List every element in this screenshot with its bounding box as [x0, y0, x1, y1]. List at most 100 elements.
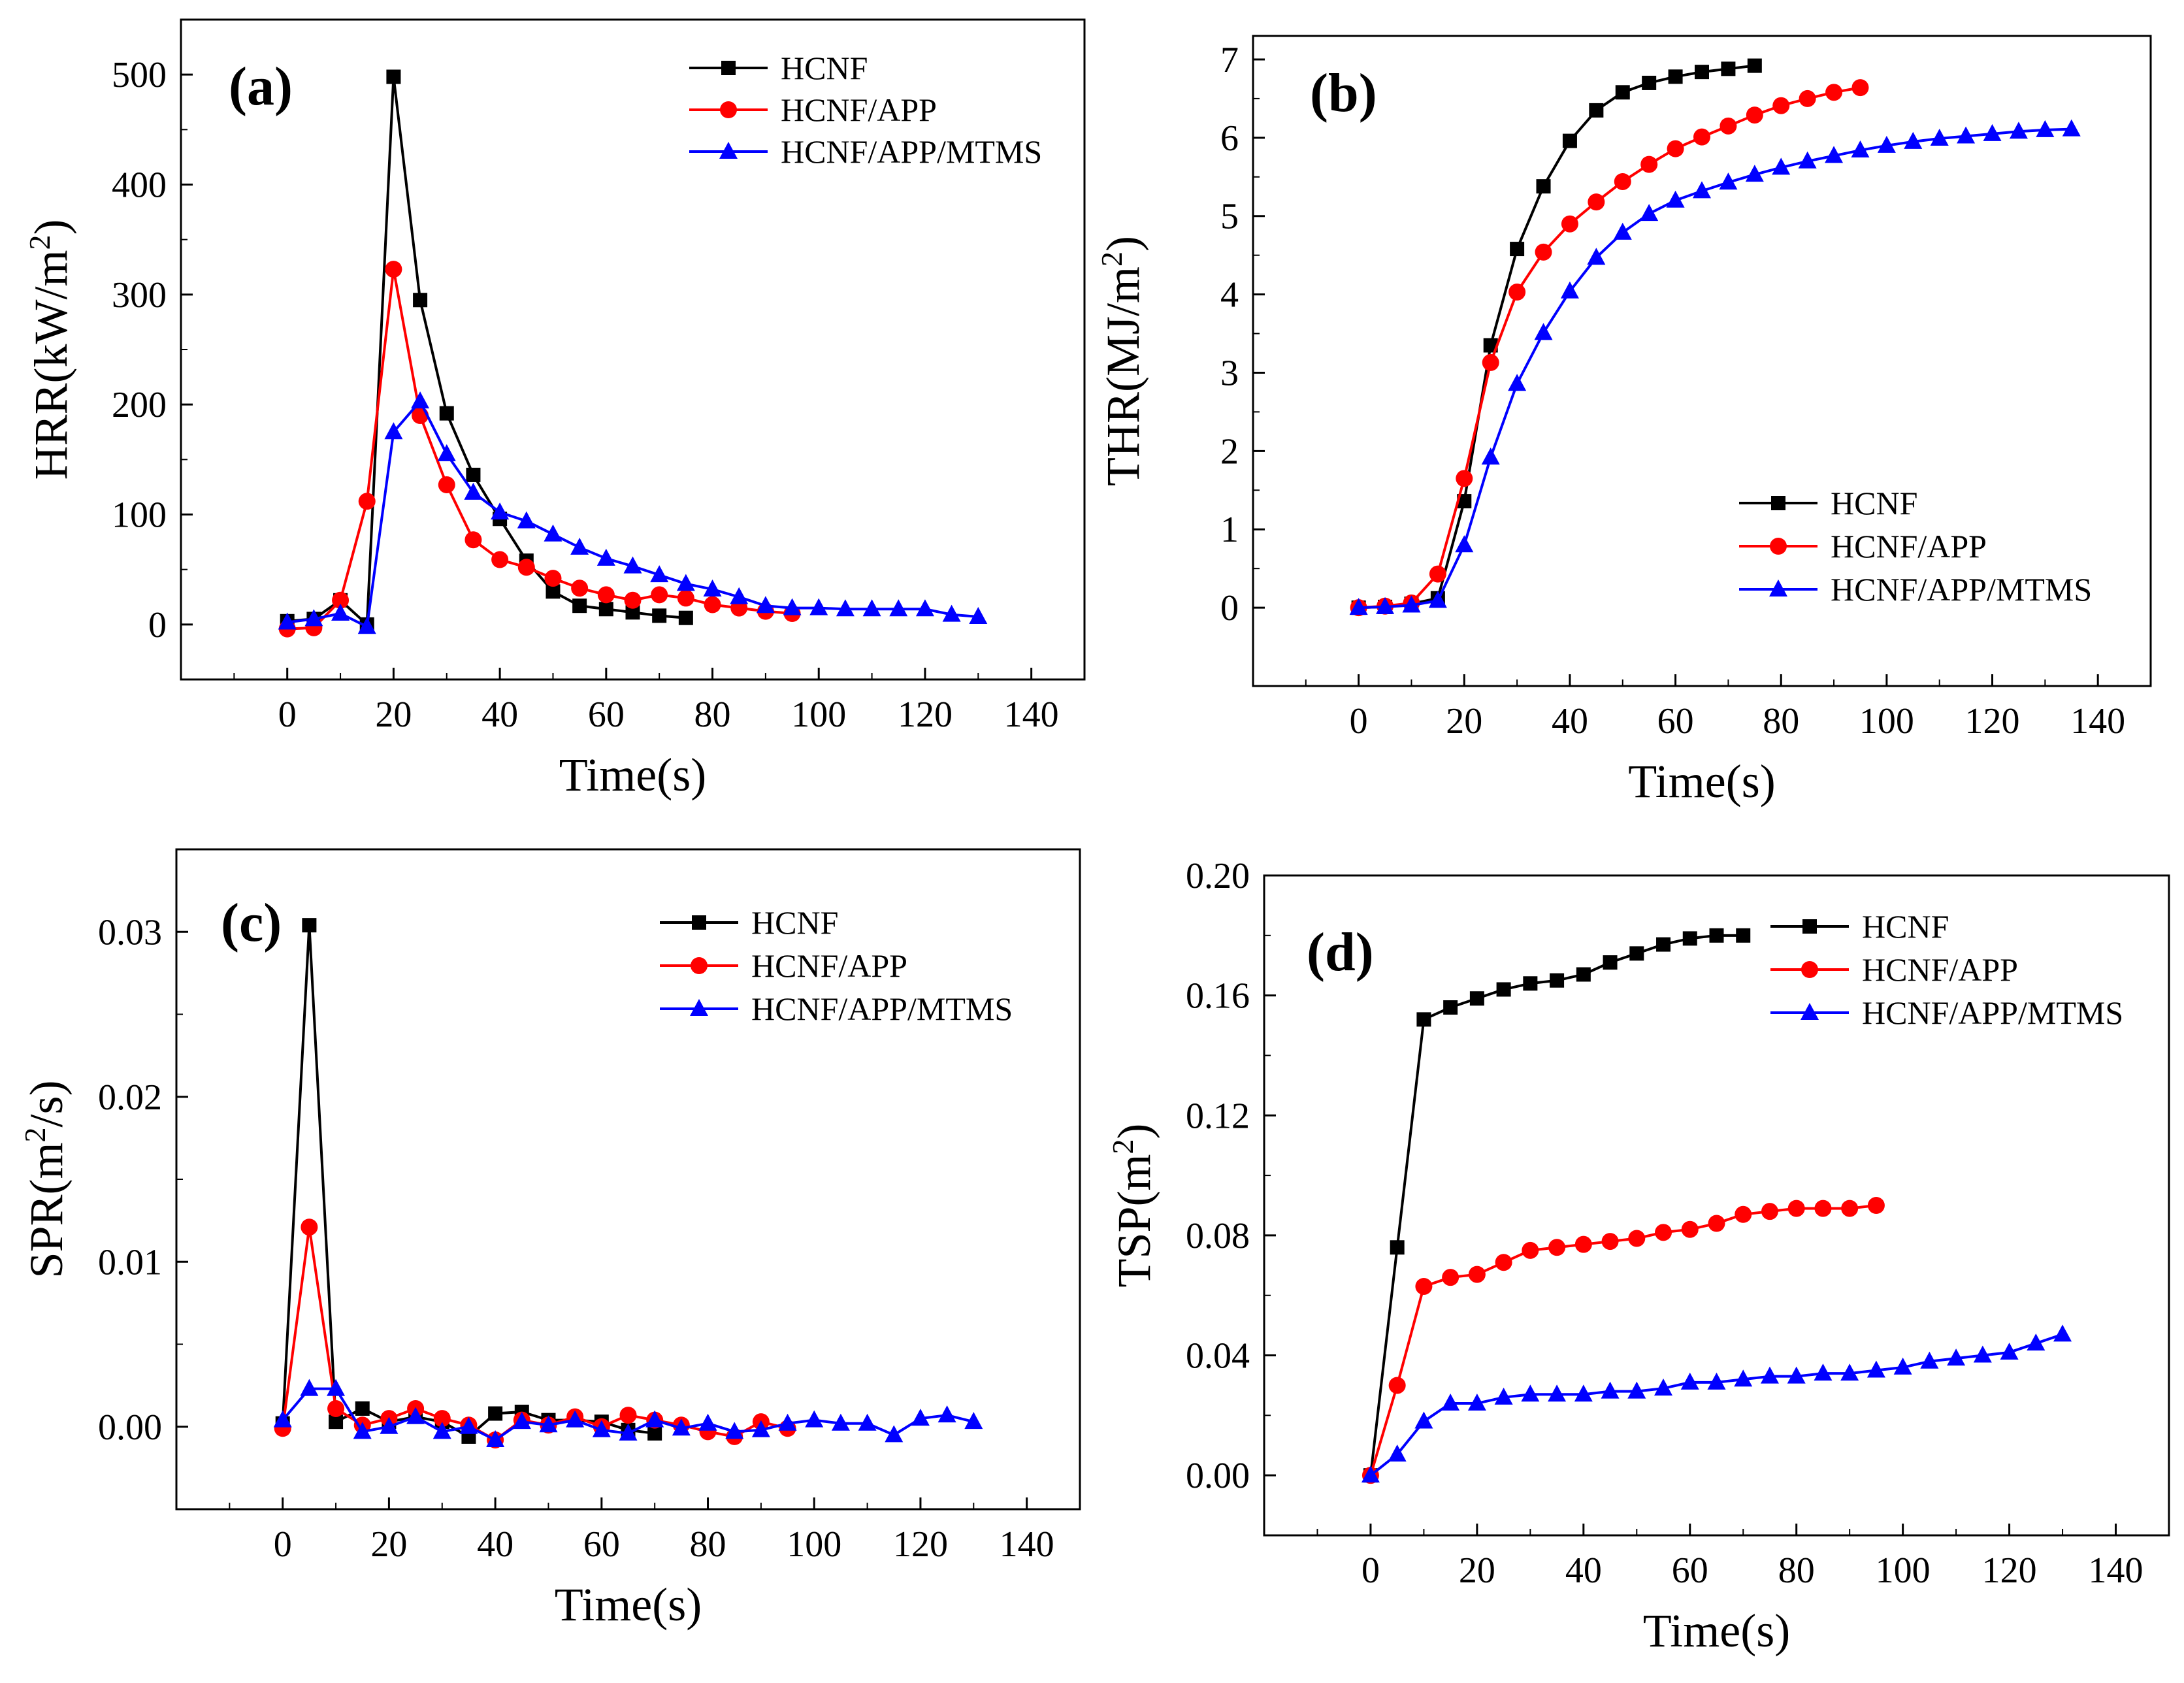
x-tick-label: 140	[2089, 1550, 2143, 1591]
data-point	[1603, 955, 1618, 970]
y-axis-title-superscript: 2	[1095, 252, 1128, 267]
data-point	[1772, 97, 1790, 114]
data-point	[459, 1416, 478, 1434]
x-tick-label: 120	[1982, 1550, 2037, 1591]
y-tick-label: 0	[1220, 588, 1239, 629]
x-tick-label: 80	[1763, 701, 1799, 742]
data-point	[327, 1379, 346, 1396]
data-point	[1535, 243, 1552, 261]
data-point	[466, 467, 481, 482]
data-point	[1522, 1241, 1539, 1259]
y-tick-label: 6	[1220, 118, 1239, 159]
y-axis-title-tail: )	[1097, 236, 1149, 252]
x-tick-label: 60	[588, 694, 625, 735]
data-point	[544, 524, 562, 542]
series-line	[1369, 1204, 1877, 1476]
data-point	[1483, 338, 1498, 353]
data-point	[1799, 90, 1816, 107]
x-tick-label: 20	[375, 694, 412, 735]
data-point	[678, 610, 693, 625]
data-point	[783, 598, 802, 615]
data-point	[1468, 1266, 1486, 1283]
legend-label: HCNF	[1831, 485, 1917, 521]
data-point	[1416, 1012, 1431, 1027]
y-axis-title-base: SPR(m	[20, 1142, 73, 1278]
legend-entry: HCNF/APP	[1739, 528, 1987, 564]
data-point	[730, 587, 749, 604]
y-tick-label: 2	[1220, 431, 1239, 472]
y-tick-label: 4	[1220, 275, 1239, 316]
data-point	[491, 551, 509, 568]
x-tick-label: 140	[1000, 1524, 1054, 1565]
data-point	[1441, 1394, 1460, 1411]
data-point	[778, 1413, 797, 1431]
y-tick-label: 0.01	[98, 1242, 162, 1283]
data-point	[2062, 119, 2081, 137]
data-point	[331, 604, 350, 621]
data-point	[911, 1409, 930, 1426]
data-point	[1719, 172, 1738, 190]
legend-marker	[1770, 538, 1787, 555]
legend-label: HCNF/APP/MTMS	[1831, 571, 2092, 608]
data-point	[1414, 1411, 1433, 1429]
data-point	[703, 579, 722, 596]
data-point	[1627, 1381, 1646, 1399]
data-point	[862, 599, 881, 617]
x-tick-label: 0	[278, 694, 297, 735]
data-point	[1957, 126, 1976, 144]
y-tick-label: 300	[112, 275, 167, 316]
data-point	[1798, 151, 1817, 169]
y-axis-title: THR(MJ/m2)	[1095, 236, 1149, 486]
legend-entry: HCNF	[1739, 485, 1917, 521]
data-point	[1481, 447, 1500, 465]
panel-c: 0 20 40 60 80 100 120 140 0.00 0.01 0.02 0.03 Time(s…	[18, 848, 1081, 1631]
data-point	[1536, 179, 1551, 194]
data-point	[1588, 193, 1605, 211]
data-point	[491, 502, 510, 520]
data-point	[1693, 128, 1710, 146]
legend-entry: HCNF/APP/MTMS	[689, 133, 1042, 170]
x-tick-label: 20	[370, 1524, 407, 1565]
y-tick-label: 0	[148, 605, 167, 645]
x-tick-label: 80	[1778, 1550, 1815, 1591]
data-point	[385, 261, 402, 278]
legend-marker	[1771, 496, 1785, 510]
data-point	[1667, 140, 1684, 157]
legend-label: HCNF/APP/MTMS	[751, 990, 1013, 1027]
y-tick-label: 0.08	[1186, 1216, 1250, 1256]
data-point	[836, 599, 855, 617]
data-point	[698, 1413, 717, 1431]
legend-marker	[719, 142, 738, 159]
data-point	[1893, 1357, 1912, 1375]
x-axis-title: Time(s)	[559, 749, 706, 801]
data-point	[1904, 131, 1923, 149]
y-tick-label: 0.00	[98, 1407, 162, 1448]
legend-label: HCNF	[781, 50, 868, 86]
data-point	[725, 1422, 744, 1439]
x-axis-title: Time(s)	[1643, 1605, 1790, 1657]
y-axis-title-base: TSP(m	[1108, 1154, 1160, 1287]
data-point	[1735, 1205, 1752, 1223]
data-point	[1521, 1384, 1540, 1402]
data-point	[1973, 1345, 1992, 1363]
series-line	[1358, 64, 1755, 610]
data-point	[539, 1415, 558, 1433]
data-point	[809, 598, 828, 615]
x-tick-label: 80	[694, 694, 731, 735]
data-point	[411, 391, 430, 409]
data-point	[1736, 928, 1751, 943]
x-tick-label: 120	[898, 694, 953, 735]
data-point	[623, 556, 642, 574]
y-tick-label: 500	[112, 55, 167, 95]
data-point	[1841, 1200, 1859, 1217]
series-hcnf-app-mtms	[1361, 1324, 2072, 1483]
y-tick-label: 0.03	[98, 912, 162, 953]
data-point	[672, 1418, 691, 1436]
data-point	[2000, 1342, 2019, 1360]
data-point	[278, 612, 297, 630]
legend-label: HCNF/APP	[781, 91, 937, 128]
data-point	[885, 1425, 904, 1443]
data-point	[1467, 1394, 1486, 1411]
series-hcnf-app-mtms	[273, 1379, 983, 1447]
legend-label: HCNF/APP/MTMS	[1862, 994, 2123, 1031]
